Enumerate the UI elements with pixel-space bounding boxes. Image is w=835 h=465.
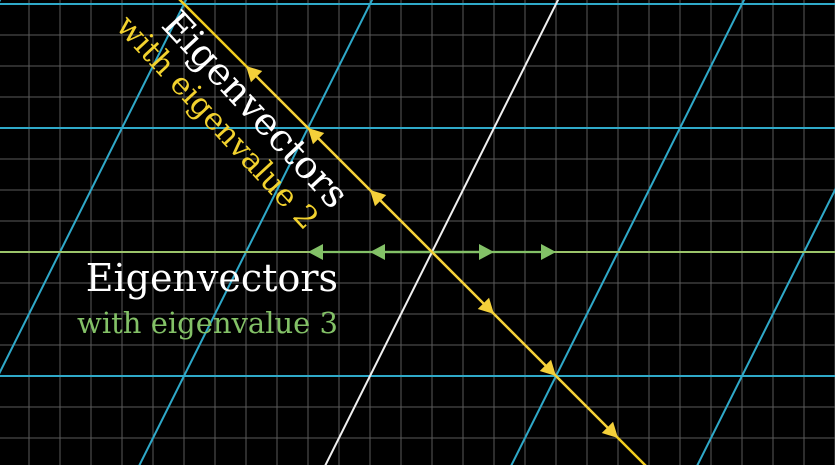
arrow-head	[370, 244, 385, 260]
eigenvalue-3-arrow	[370, 244, 432, 260]
eigenvalue-2-label: Eigenvectors with eigenvalue 2	[109, 2, 358, 237]
arrow-shaft	[255, 75, 433, 253]
transformed-grid-slanted	[804, 0, 835, 465]
arrow-head	[539, 359, 556, 376]
arrow-head	[246, 66, 263, 83]
transformed-grid-slanted	[0, 0, 2, 3]
arrow-head	[541, 244, 556, 260]
transformed-grid-slanted	[696, 187, 835, 465]
arrow-head	[308, 244, 323, 260]
eigenvalue-2-arrow	[246, 66, 433, 253]
eigenvector-arrows	[246, 66, 618, 438]
arrow-head	[601, 421, 618, 438]
arrow-head	[477, 297, 494, 314]
eigenvalue-3-label: Eigenvectors with eigenvalue 3	[77, 256, 338, 340]
eigenvalue-2-arrow	[431, 251, 494, 314]
eigenvalue-3-subtitle: with eigenvalue 3	[77, 306, 338, 340]
arrow-shaft	[431, 251, 485, 305]
eigenvalue-3-arrow	[432, 244, 556, 260]
eigenvalue-3-title: Eigenvectors	[86, 256, 338, 300]
